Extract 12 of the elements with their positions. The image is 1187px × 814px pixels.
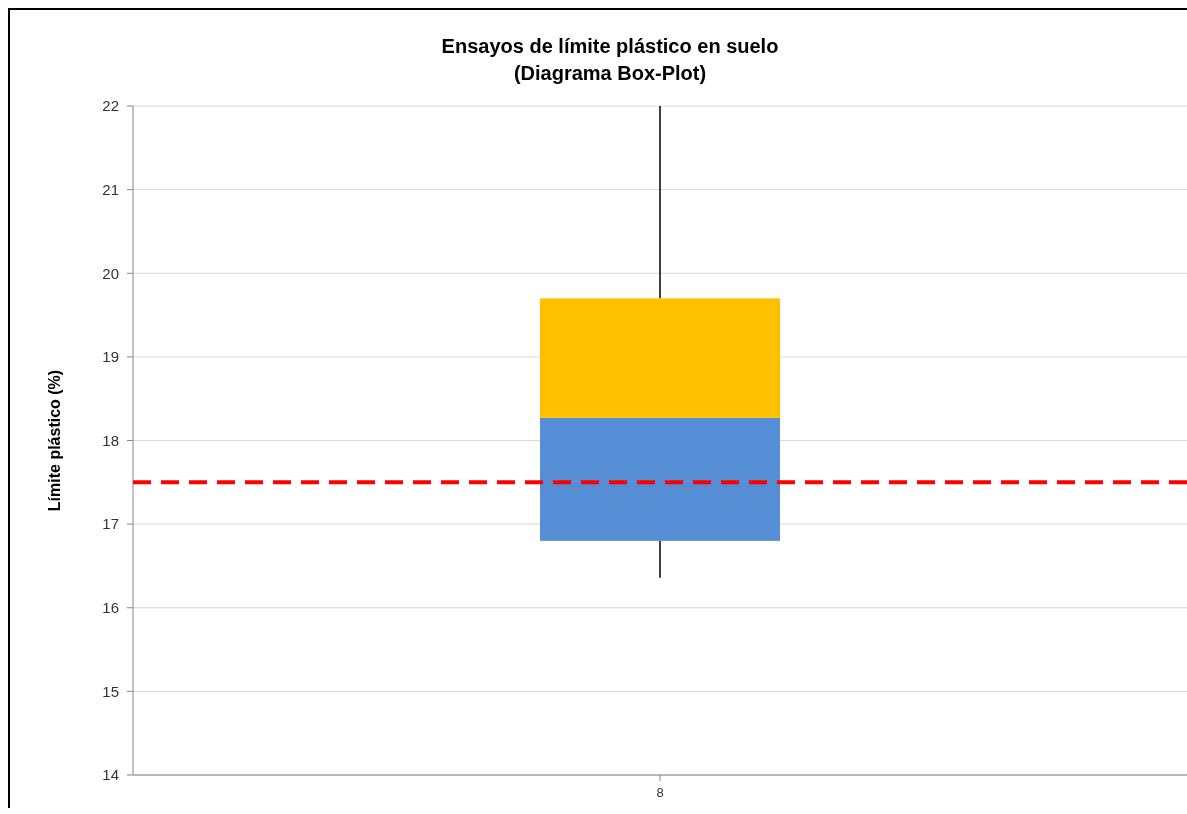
y-tick-label: 20 [102,264,119,282]
x-tick-label: 8 [656,785,664,800]
y-tick-label: 19 [102,348,119,366]
y-tick-label: 15 [102,682,119,700]
y-axis-title: Límite plástico (%) [46,369,63,512]
y-tick-label: 21 [102,180,119,198]
y-tick-label: 22 [102,97,119,115]
y-tick-label: 17 [102,515,119,533]
y-tick-label: 18 [102,431,119,449]
chart-title: Ensayos de límite plástico en suelo (Diagrama Box-Plot) [441,35,779,84]
y-tick-label: 14 [102,766,119,784]
y-tick-label: 16 [102,599,119,616]
